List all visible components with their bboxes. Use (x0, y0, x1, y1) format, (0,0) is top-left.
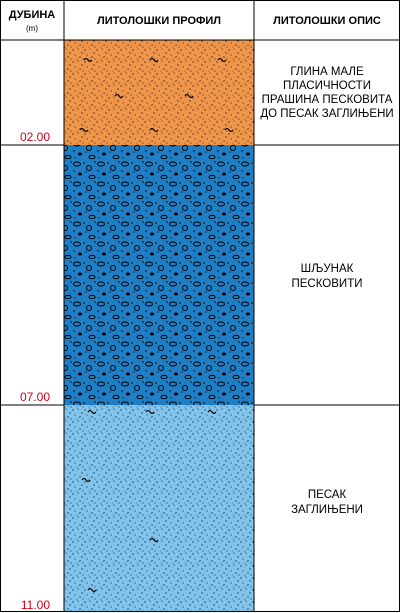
header-profile: ЛИТОЛОШКИ ПРОФИЛ (97, 15, 221, 27)
description-line: ПЕСКОВИТИ (292, 278, 363, 290)
header-depth: ДУБИНА (9, 9, 56, 21)
description-line: ШЉУНАК (301, 263, 354, 275)
depth-label: 02.00 (20, 130, 50, 144)
description-line: ПЕСАК (308, 489, 347, 501)
description-line: ЗАГЛИЊЕНИ (291, 504, 363, 516)
sand-hatch (64, 405, 254, 612)
description-line: ДО ПЕСАК ЗАГЛИЊЕНИ (260, 108, 393, 120)
description-line: ПРАШИНА ПЕСКОВИТА (262, 94, 393, 106)
depth-label: 07.00 (20, 390, 50, 404)
header-unit: (m) (26, 24, 38, 33)
depth-label: 11.00 (21, 598, 50, 612)
description-line: ГЛИНА МАЛЕ (290, 66, 364, 78)
description-line: ПЛАСИЧНОСТИ (283, 80, 371, 92)
clay-hatch (64, 40, 254, 145)
header-description: ЛИТОЛОШКИ ОПИС (273, 15, 381, 27)
gravel-hatch (64, 145, 254, 405)
